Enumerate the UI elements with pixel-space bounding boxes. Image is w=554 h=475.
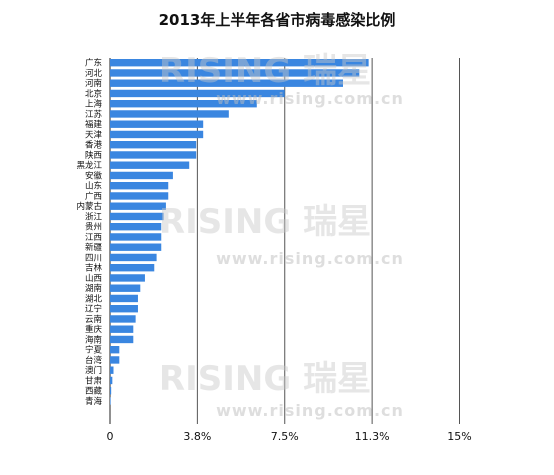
category-label: 河南 [85,78,102,89]
category-label: 福建 [85,119,103,130]
category-label: 重庆 [85,324,103,335]
bar [110,387,112,395]
category-label: 北京 [85,88,102,99]
category-label: 陕西 [85,150,102,161]
watermark-logo: RISING 瑞星 [159,51,371,91]
bar [110,366,114,374]
x-tick-label: 0 [107,430,114,443]
category-label: 新疆 [85,242,103,253]
category-label: 天津 [85,129,103,140]
bar [110,79,343,87]
watermark-logo: RISING 瑞星 [159,359,371,399]
bar [110,202,166,210]
bar [110,120,204,128]
bar [110,305,138,313]
watermark-url: www.rising.com.cn [216,89,404,108]
category-label: 山西 [85,273,102,284]
category-label: 山东 [85,181,102,192]
x-tick-label: 11.3% [355,430,390,443]
bar [110,356,120,364]
chart-title: 2013年上半年各省市病毒感染比例 [158,11,396,29]
category-label: 广西 [85,191,102,202]
bar [110,182,169,190]
category-label: 甘肃 [85,375,103,386]
bar [110,130,204,139]
bar [110,335,134,344]
category-label: 宁夏 [85,345,103,356]
bar [110,325,134,333]
watermark-url: www.rising.com.cn [216,401,404,420]
bar [110,69,360,77]
bar [110,212,164,221]
bars [110,59,369,405]
category-label: 江西 [85,233,102,243]
category-label: 安徽 [85,170,103,181]
bar [110,192,169,200]
category-label: 湖南 [85,283,102,294]
bar [110,89,285,98]
bar [110,376,113,385]
bar [110,141,197,149]
bar [110,346,120,354]
x-tick-labels: 0 3.8% 7.5% 11.3% 15% [107,430,472,443]
x-tick-label: 7.5% [271,430,299,443]
bar [110,264,155,272]
x-tick-label: 3.8% [183,430,211,443]
bar [110,284,141,292]
bar [110,161,190,169]
category-label: 澳门 [85,365,102,376]
bar [110,59,369,67]
category-label: 云南 [85,314,102,325]
category-label: 河北 [85,68,103,79]
category-label: 西藏 [85,386,103,397]
category-label: 江苏 [85,109,103,120]
category-label: 贵州 [85,222,102,233]
category-label: 辽宁 [85,304,102,315]
category-label: 黑龙江 [76,160,102,171]
bar [110,243,162,251]
category-label: 四川 [85,253,102,263]
bar [110,315,136,323]
category-label: 内蒙古 [76,201,102,212]
bar [110,274,145,282]
bar [110,253,157,262]
category-label: 湖北 [85,294,103,304]
bar [110,233,162,241]
bar [110,223,162,231]
bar [110,110,229,118]
bar [110,151,197,159]
category-label: 香港 [85,140,103,151]
bar [110,171,173,180]
category-label: 广东 [85,58,102,69]
bar [110,100,257,108]
category-label: 青海 [85,396,103,407]
category-label: 吉林 [85,263,103,274]
category-label: 浙江 [85,211,103,222]
category-labels: 广东河北河南北京上海江苏福建天津香港陕西黑龙江安徽山东广西内蒙古浙江贵州江西新疆… [76,58,102,407]
watermark-url: www.rising.com.cn [216,249,404,268]
bar [110,397,111,405]
category-label: 台湾 [85,355,103,366]
x-tick-label: 15% [447,430,471,443]
category-label: 海南 [85,334,102,345]
watermark-logo: RISING 瑞星 [159,202,371,242]
bar [110,294,138,303]
category-label: 上海 [85,99,103,110]
